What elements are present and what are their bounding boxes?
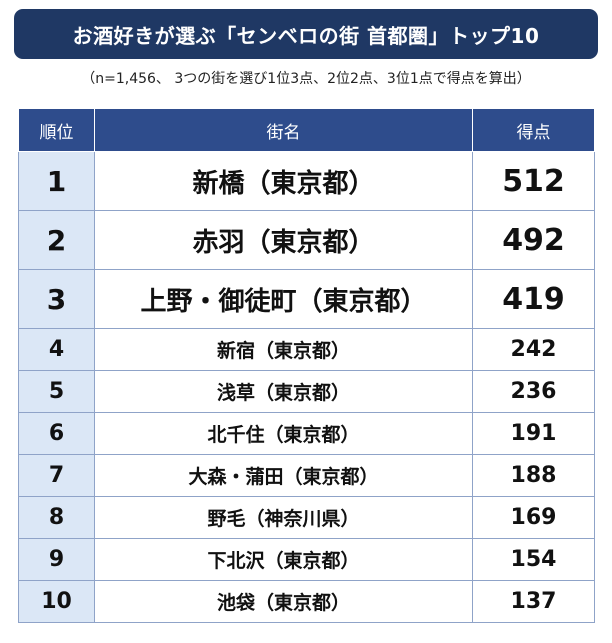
score-cell: 242 bbox=[472, 328, 595, 371]
table-row: 9 下北沢（東京都） 154 bbox=[18, 538, 595, 581]
rank-cell: 5 bbox=[18, 370, 95, 413]
score-cell: 154 bbox=[472, 538, 595, 581]
survey-note: （n=1,456、 3つの街を選び1位3点、2位2点、3位1点で得点を算出） bbox=[81, 71, 531, 87]
score-cell: 236 bbox=[472, 370, 595, 413]
town-name-cell: 池袋（東京都） bbox=[94, 580, 473, 623]
town-name-cell: 赤羽（東京都） bbox=[94, 210, 473, 270]
header-name: 街名 bbox=[94, 108, 473, 152]
header-row: 順位 街名 得点 bbox=[18, 108, 595, 152]
rank-cell: 6 bbox=[18, 412, 95, 455]
score-cell: 169 bbox=[472, 496, 595, 539]
ranking-table: 順位 街名 得点 1 新橋（東京都） 512 2 赤羽（東京都） 492 3 上… bbox=[18, 108, 595, 623]
town-name-cell: 新宿（東京都） bbox=[94, 328, 473, 371]
table-row: 10 池袋（東京都） 137 bbox=[18, 580, 595, 623]
rank-cell: 10 bbox=[18, 580, 95, 623]
table-row: 8 野毛（神奈川県） 169 bbox=[18, 496, 595, 539]
town-name-cell: 大森・蒲田（東京都） bbox=[94, 454, 473, 497]
table-row: 1 新橋（東京都） 512 bbox=[18, 151, 595, 211]
table-row: 3 上野・御徒町（東京都） 419 bbox=[18, 269, 595, 329]
town-name-cell: 下北沢（東京都） bbox=[94, 538, 473, 581]
page-title: お酒好きが選ぶ「センベロの街 首都圏」トップ10 bbox=[72, 23, 540, 48]
title-banner: お酒好きが選ぶ「センベロの街 首都圏」トップ10 bbox=[14, 9, 598, 59]
town-name-cell: 上野・御徒町（東京都） bbox=[94, 269, 473, 329]
town-name-cell: 新橋（東京都） bbox=[94, 151, 473, 211]
rank-cell: 2 bbox=[18, 210, 95, 270]
rank-cell: 3 bbox=[18, 269, 95, 329]
score-cell: 188 bbox=[472, 454, 595, 497]
rank-cell: 7 bbox=[18, 454, 95, 497]
score-cell: 137 bbox=[472, 580, 595, 623]
town-name-cell: 野毛（神奈川県） bbox=[94, 496, 473, 539]
table-row: 7 大森・蒲田（東京都） 188 bbox=[18, 454, 595, 497]
town-name-cell: 浅草（東京都） bbox=[94, 370, 473, 413]
score-cell: 191 bbox=[472, 412, 595, 455]
score-cell: 512 bbox=[472, 151, 595, 211]
rank-cell: 1 bbox=[18, 151, 95, 211]
table-row: 6 北千住（東京都） 191 bbox=[18, 412, 595, 455]
table-row: 4 新宿（東京都） 242 bbox=[18, 328, 595, 371]
rank-cell: 9 bbox=[18, 538, 95, 581]
table-row: 5 浅草（東京都） 236 bbox=[18, 370, 595, 413]
town-name-cell: 北千住（東京都） bbox=[94, 412, 473, 455]
score-cell: 492 bbox=[472, 210, 595, 270]
rank-cell: 8 bbox=[18, 496, 95, 539]
header-rank: 順位 bbox=[18, 108, 95, 152]
rank-cell: 4 bbox=[18, 328, 95, 371]
score-cell: 419 bbox=[472, 269, 595, 329]
header-score: 得点 bbox=[472, 108, 595, 152]
table-row: 2 赤羽（東京都） 492 bbox=[18, 210, 595, 270]
